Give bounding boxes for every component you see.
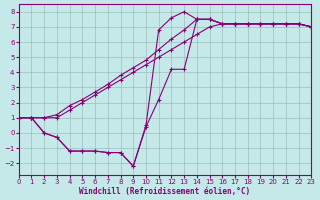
X-axis label: Windchill (Refroidissement éolien,°C): Windchill (Refroidissement éolien,°C) [79,187,251,196]
